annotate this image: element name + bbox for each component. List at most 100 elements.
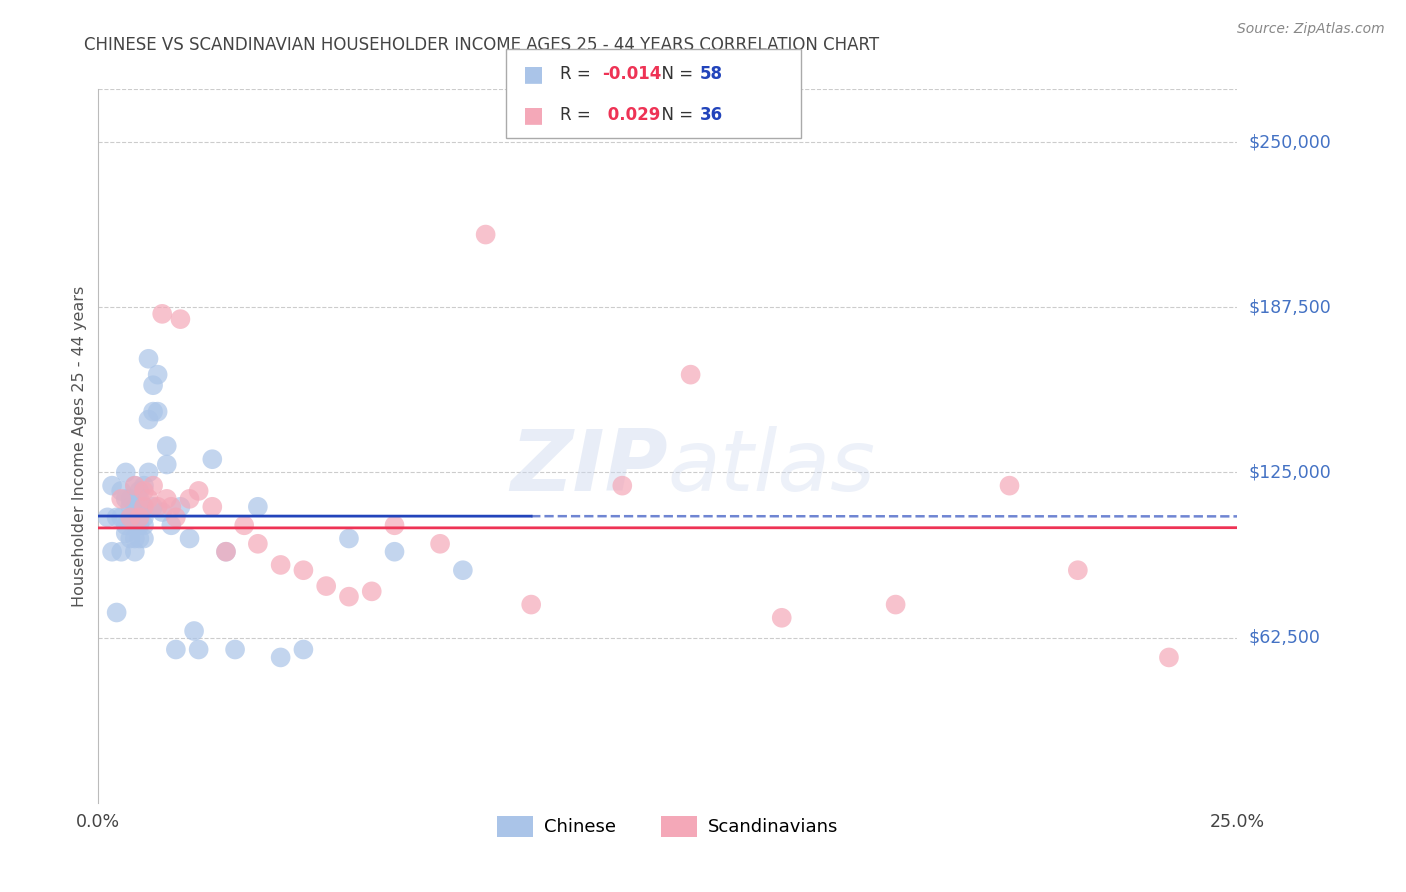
Point [270, 650, 292, 665]
Point [128, 510, 150, 524]
Point [474, 227, 496, 242]
Text: 0.029: 0.029 [602, 106, 661, 124]
Point [120, 510, 142, 524]
Point [128, 518, 150, 533]
Point [224, 642, 246, 657]
Point [150, 307, 173, 321]
Point [114, 466, 136, 480]
Point [770, 611, 793, 625]
Point [120, 491, 142, 506]
Text: CHINESE VS SCANDINAVIAN HOUSEHOLDER INCOME AGES 25 - 44 YEARS CORRELATION CHART: CHINESE VS SCANDINAVIAN HOUSEHOLDER INCO… [84, 36, 880, 54]
Point [612, 478, 634, 492]
Point [120, 532, 142, 546]
Point [101, 478, 124, 492]
Point [201, 452, 224, 467]
Point [105, 606, 128, 620]
Point [124, 532, 146, 546]
Point [128, 510, 150, 524]
Point [132, 483, 155, 498]
Point [132, 518, 155, 533]
Point [124, 510, 146, 524]
Point [128, 491, 150, 506]
Point [120, 510, 142, 524]
Point [384, 518, 406, 533]
Point [246, 537, 269, 551]
Point [429, 537, 451, 551]
Point [128, 500, 150, 514]
Point [101, 545, 124, 559]
Point [384, 545, 406, 559]
Point [165, 642, 187, 657]
Point [132, 500, 155, 514]
Point [114, 518, 136, 533]
Text: ZIP: ZIP [510, 425, 668, 509]
Point [169, 500, 191, 514]
Point [105, 510, 128, 524]
Point [292, 642, 315, 657]
Text: atlas: atlas [668, 425, 876, 509]
Point [138, 412, 160, 426]
Point [183, 624, 205, 638]
Point [114, 526, 136, 541]
Point [146, 368, 169, 382]
Point [124, 545, 146, 559]
Point [998, 478, 1021, 492]
Text: $250,000: $250,000 [1249, 133, 1331, 151]
Point [215, 545, 238, 559]
Point [124, 500, 146, 514]
Point [165, 510, 187, 524]
Point [1067, 563, 1090, 577]
Point [138, 351, 160, 366]
Point [142, 500, 165, 514]
Point [150, 505, 173, 519]
Point [142, 404, 165, 418]
Text: 36: 36 [700, 106, 723, 124]
Point [884, 598, 907, 612]
Point [132, 510, 155, 524]
Point [142, 378, 165, 392]
Point [233, 518, 256, 533]
Point [138, 466, 160, 480]
Text: N =: N = [651, 106, 699, 124]
Point [128, 483, 150, 498]
Point [292, 563, 315, 577]
Point [1157, 650, 1180, 665]
Text: 58: 58 [700, 65, 723, 83]
Point [270, 558, 292, 572]
Point [246, 500, 269, 514]
Point [187, 642, 209, 657]
Text: R =: R = [560, 65, 596, 83]
Point [128, 532, 150, 546]
Text: $125,000: $125,000 [1249, 464, 1331, 482]
Point [156, 491, 179, 506]
Point [215, 545, 238, 559]
Point [110, 491, 132, 506]
Point [146, 500, 169, 514]
Text: ■: ■ [523, 64, 544, 84]
Text: Source: ZipAtlas.com: Source: ZipAtlas.com [1237, 22, 1385, 37]
Point [132, 478, 155, 492]
Point [179, 491, 201, 506]
Point [337, 532, 360, 546]
Point [142, 478, 165, 492]
Point [110, 545, 132, 559]
Point [146, 404, 169, 418]
Text: $62,500: $62,500 [1249, 629, 1320, 647]
Text: R =: R = [560, 106, 596, 124]
Point [156, 458, 179, 472]
Point [110, 483, 132, 498]
Y-axis label: Householder Income Ages 25 - 44 years: Householder Income Ages 25 - 44 years [72, 285, 87, 607]
Point [520, 598, 543, 612]
Point [360, 584, 382, 599]
Point [132, 532, 155, 546]
Point [124, 478, 146, 492]
Point [110, 510, 132, 524]
Point [156, 439, 179, 453]
Point [160, 500, 183, 514]
Point [315, 579, 337, 593]
Point [132, 500, 155, 514]
Text: -0.014: -0.014 [602, 65, 661, 83]
Point [138, 491, 160, 506]
Point [96, 510, 118, 524]
Point [187, 483, 209, 498]
